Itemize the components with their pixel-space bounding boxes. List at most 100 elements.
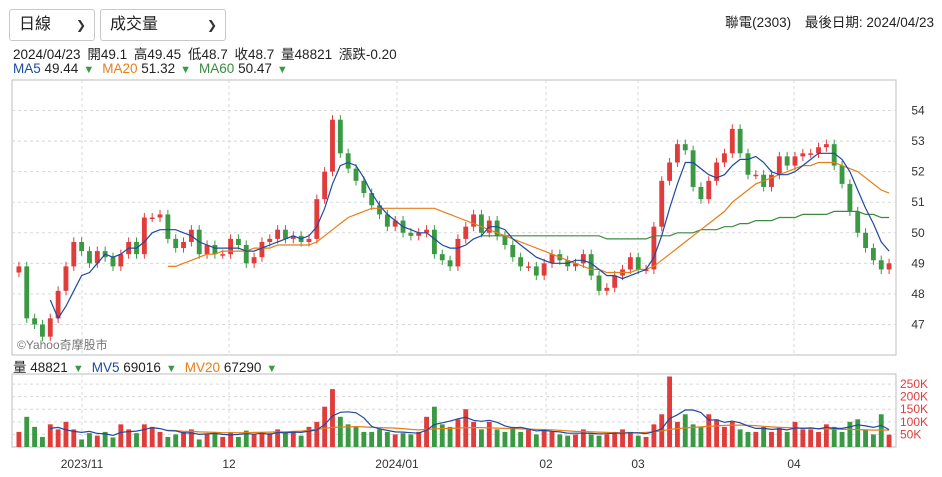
candle-body bbox=[220, 254, 226, 256]
x-tick-label: 2024/01 bbox=[375, 457, 419, 471]
candle-body bbox=[831, 144, 837, 166]
candle-body bbox=[314, 199, 320, 239]
legend-value: 69016 bbox=[123, 360, 161, 375]
caret-down-icon[interactable]: ▼ bbox=[263, 363, 278, 375]
volume-bar bbox=[251, 434, 257, 447]
volume-tick-label: 150K bbox=[900, 402, 928, 416]
candle-body bbox=[251, 257, 257, 264]
watermark: ©Yahoo奇摩股市 bbox=[17, 338, 108, 352]
candle-body bbox=[16, 266, 22, 273]
candle-body bbox=[369, 193, 375, 206]
candle-body bbox=[384, 214, 390, 227]
volume-bar bbox=[839, 431, 845, 447]
volume-bar bbox=[40, 436, 45, 447]
volume-bar bbox=[424, 416, 429, 447]
caret-down-icon[interactable]: ▼ bbox=[273, 64, 288, 76]
candle-body bbox=[79, 241, 85, 252]
candle-body bbox=[455, 238, 461, 267]
caret-down-icon[interactable]: ▼ bbox=[177, 64, 192, 76]
quote-high: 高49.45 bbox=[133, 47, 182, 62]
volume-bar bbox=[181, 431, 186, 447]
volume-bar bbox=[298, 435, 304, 447]
ma-legend: MA5 49.44 ▼ MA20 51.32 ▼ MA60 50.47 ▼ bbox=[13, 61, 296, 76]
candle-body bbox=[306, 238, 312, 242]
volume-bar bbox=[55, 429, 61, 447]
candle-body bbox=[377, 205, 382, 215]
volume-bar bbox=[275, 429, 281, 447]
ma60-line bbox=[481, 210, 890, 240]
candle-body bbox=[816, 147, 821, 154]
volume-bar bbox=[627, 431, 633, 447]
candle-body bbox=[886, 263, 892, 270]
volume-bar bbox=[212, 431, 218, 447]
candle-body bbox=[330, 119, 335, 172]
volume-bar bbox=[134, 433, 139, 447]
caret-down-icon[interactable]: ▼ bbox=[69, 363, 84, 375]
candle-body bbox=[596, 275, 602, 291]
candle-body bbox=[784, 156, 790, 166]
x-tick-label: 12 bbox=[222, 457, 236, 471]
candle-body bbox=[667, 162, 673, 181]
caret-down-icon[interactable]: ▼ bbox=[162, 363, 177, 375]
volume-bar bbox=[831, 426, 837, 447]
volume-bar bbox=[220, 436, 226, 447]
volume-bar bbox=[494, 429, 500, 447]
quote-close: 收48.7 bbox=[234, 47, 275, 62]
candle-body bbox=[643, 269, 649, 271]
volume-bar bbox=[604, 434, 610, 447]
legend-value: 50.47 bbox=[238, 61, 272, 76]
candle-body bbox=[267, 238, 273, 242]
candle-body bbox=[165, 214, 171, 239]
volume-bar bbox=[682, 414, 688, 447]
legend-value: 67290 bbox=[223, 360, 262, 375]
volume-bar bbox=[416, 431, 422, 447]
volume-bar bbox=[400, 433, 406, 447]
candle-body bbox=[863, 232, 868, 249]
candle-body bbox=[870, 248, 876, 261]
candle-body bbox=[549, 254, 555, 264]
volume-bar bbox=[816, 431, 821, 447]
volume-bar bbox=[667, 376, 673, 447]
volume-bar bbox=[690, 424, 696, 447]
candle-body bbox=[228, 238, 234, 255]
volume-bar bbox=[479, 429, 484, 447]
candle-body bbox=[392, 220, 398, 227]
legend-item-ma60[interactable]: MA60 50.47 ▼ bbox=[199, 61, 288, 76]
volume-legend: 量 48821 ▼ MV5 69016 ▼ MV20 67290 ▼ bbox=[13, 356, 285, 376]
legend-label: 量 bbox=[13, 360, 31, 375]
candle-body bbox=[541, 263, 547, 276]
legend-item-量[interactable]: 量 48821 ▼ bbox=[13, 360, 84, 375]
candle-body bbox=[283, 229, 288, 239]
candle-body bbox=[353, 168, 359, 181]
legend-item-ma20[interactable]: MA20 51.32 ▼ bbox=[102, 61, 191, 76]
caret-down-icon[interactable]: ▼ bbox=[80, 64, 95, 76]
legend-item-ma5[interactable]: MA5 49.44 ▼ bbox=[13, 61, 94, 76]
legend-item-mv20[interactable]: MV20 67290 ▼ bbox=[185, 360, 278, 375]
candle-body bbox=[71, 241, 77, 267]
candle-body bbox=[612, 275, 618, 288]
candle-body bbox=[447, 260, 453, 267]
volume-bar bbox=[847, 421, 853, 447]
volume-bar bbox=[384, 431, 390, 447]
legend-label: MA20 bbox=[102, 61, 142, 76]
volume-bar bbox=[549, 431, 555, 447]
candle-body bbox=[855, 211, 861, 233]
period-select-value: 日線 bbox=[19, 16, 52, 33]
candle-body bbox=[659, 180, 665, 227]
volume-bar bbox=[243, 430, 249, 447]
volume-tick-label: 250K bbox=[900, 377, 928, 391]
volume-bar bbox=[792, 421, 798, 447]
candle-body bbox=[275, 229, 281, 239]
candle-body bbox=[510, 245, 516, 258]
period-select[interactable]: 日線 ❯ bbox=[9, 9, 95, 41]
candle-body bbox=[149, 217, 155, 219]
volume-bar bbox=[698, 426, 704, 447]
legend-item-mv5[interactable]: MV5 69016 ▼ bbox=[92, 360, 177, 375]
volume-bar bbox=[79, 439, 85, 447]
x-tick-label: 03 bbox=[631, 457, 645, 471]
volume-bar bbox=[745, 431, 751, 447]
candle-body bbox=[518, 257, 524, 267]
x-tick-label: 02 bbox=[539, 457, 553, 471]
indicator-select[interactable]: 成交量 ❯ bbox=[100, 9, 226, 41]
